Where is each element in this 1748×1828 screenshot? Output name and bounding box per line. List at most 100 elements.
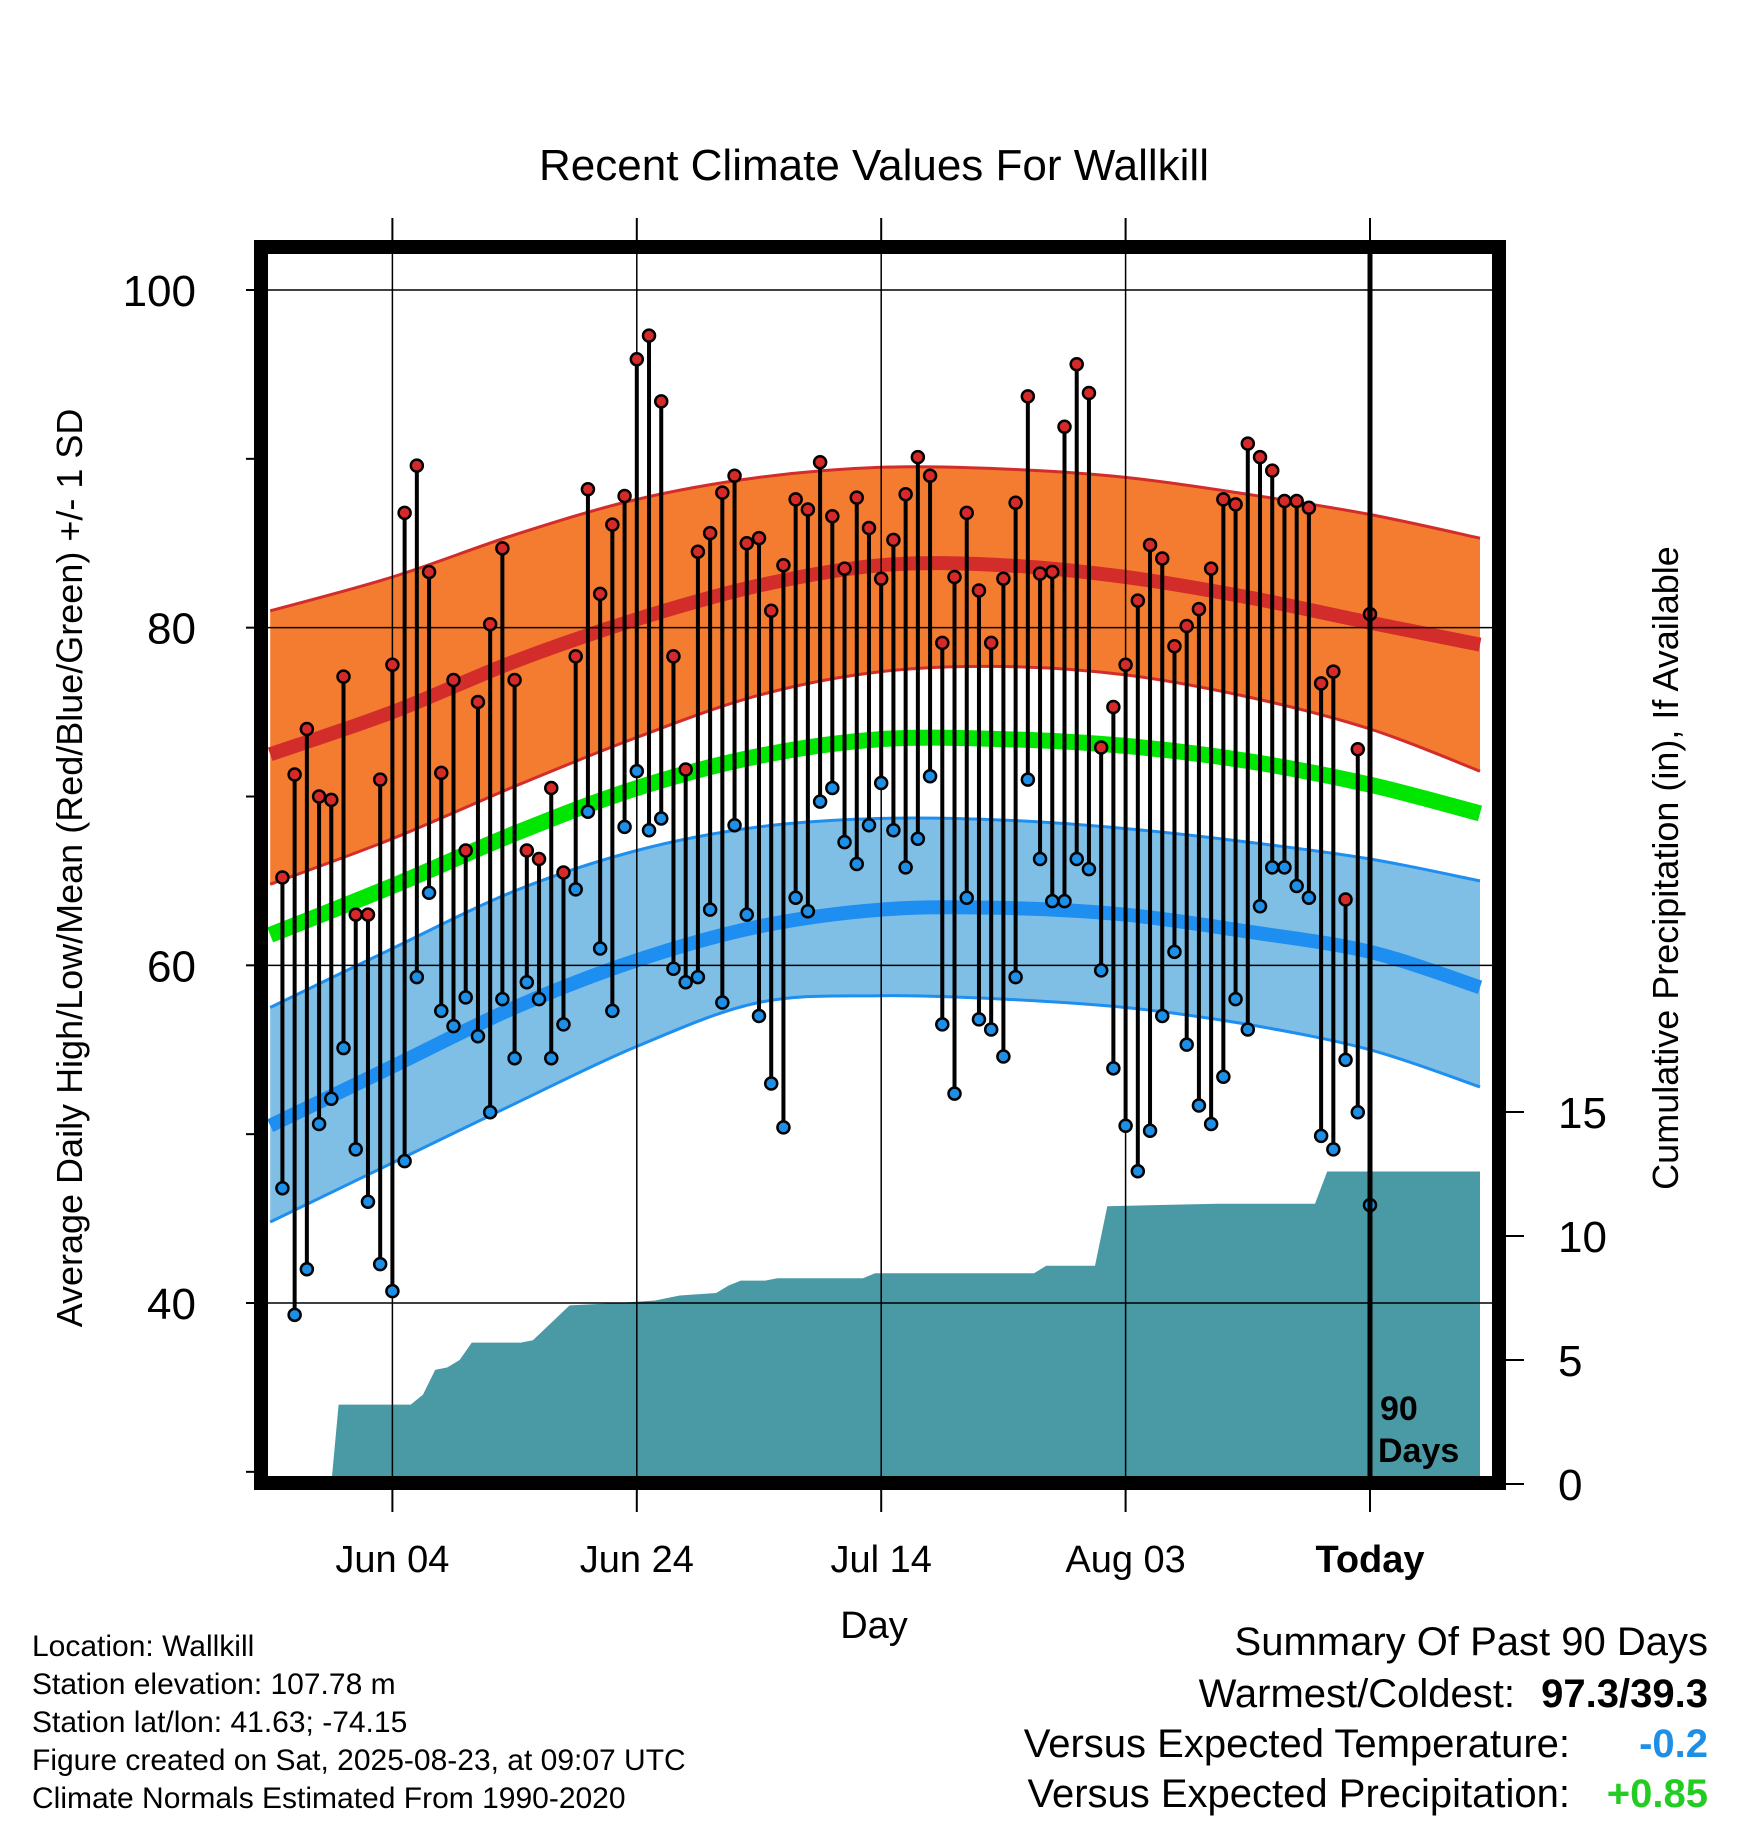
x-tick-label: Today xyxy=(1315,1539,1424,1581)
daily-low-point xyxy=(1155,1008,1170,1024)
daily-high-point xyxy=(470,694,486,710)
daily-high-point xyxy=(1216,492,1231,507)
daily-high-point xyxy=(1228,497,1243,512)
daily-high-point xyxy=(1167,638,1182,654)
daily-high-point xyxy=(788,492,803,507)
daily-high-point xyxy=(275,870,290,885)
daily-high-point xyxy=(1106,699,1121,715)
daily-high-point xyxy=(678,762,693,777)
daily-high-point xyxy=(544,780,559,796)
daily-low-point xyxy=(299,1261,315,1277)
summary-warmest-coldest: Warmest/Coldest: 97.3/39.3 xyxy=(1199,1672,1708,1717)
daily-high-point xyxy=(1277,493,1292,509)
daily-low-point xyxy=(531,991,547,1007)
daily-high-point xyxy=(1045,564,1060,580)
daily-low-point xyxy=(397,1153,412,1169)
high-sd-band xyxy=(270,466,1481,885)
summary-precip-anomaly: Versus Expected Precipitation: +0.85 xyxy=(1027,1772,1708,1817)
daily-high-point xyxy=(397,505,412,521)
warmest-coldest-label: Warmest/Coldest: xyxy=(1198,1672,1515,1716)
daily-low-point xyxy=(495,991,510,1007)
daily-low-point xyxy=(776,1120,791,1135)
daily-low-point xyxy=(800,904,816,919)
daily-low-point xyxy=(1216,1069,1231,1085)
daily-high-point xyxy=(1020,389,1036,404)
daily-stems xyxy=(280,335,1372,1315)
x-axis-label: Day xyxy=(840,1605,908,1647)
daily-low-point xyxy=(1326,1142,1341,1157)
daily-low-point xyxy=(287,1307,302,1323)
daily-high-point xyxy=(1313,676,1329,691)
daily-high-point xyxy=(482,617,498,632)
daily-low-point xyxy=(983,1022,999,1037)
temp-anomaly-label: Versus Expected Temperature: xyxy=(1023,1722,1570,1766)
y2-tick-label: 10 xyxy=(1558,1213,1607,1262)
daily-low-point xyxy=(922,768,938,784)
precip-anomaly-value: +0.85 xyxy=(1606,1772,1708,1816)
daily-high-point xyxy=(446,672,461,688)
daily-low-point xyxy=(336,1040,351,1056)
y-tick-label: 60 xyxy=(147,942,196,991)
daily-high-point xyxy=(1057,419,1072,435)
daily-high-point xyxy=(1179,618,1194,634)
daily-low-point xyxy=(519,974,535,990)
daily-low-point xyxy=(873,775,889,791)
daily-low-point xyxy=(678,974,693,990)
daily-high-point xyxy=(837,561,852,576)
daily-high-point xyxy=(531,851,547,867)
y2-tick-label: 15 xyxy=(1558,1089,1607,1138)
daily-low-point xyxy=(470,1028,486,1044)
daily-low-point xyxy=(275,1180,290,1196)
daily-low-point xyxy=(959,890,974,906)
daily-high-point xyxy=(605,517,620,532)
daily-low-point xyxy=(1106,1061,1121,1076)
daily-low-point xyxy=(1252,898,1268,914)
daily-high-point xyxy=(922,468,938,483)
daily-low-point xyxy=(592,941,608,956)
daily-high-point xyxy=(519,843,535,858)
y2-tick-label: 5 xyxy=(1558,1337,1582,1386)
daily-low-point xyxy=(1167,944,1182,960)
axes: 40 60 80 100 Jun 04 Jun 24 Jul 14 Aug 03 Today 0 5… xyxy=(123,218,1607,1581)
daily-low-point xyxy=(1289,878,1304,894)
daily-points xyxy=(275,328,1378,1323)
daily-high-point xyxy=(1191,601,1207,617)
daily-high-point xyxy=(996,571,1011,586)
daily-high-point xyxy=(959,505,974,521)
daily-high-point xyxy=(592,586,608,602)
daily-low-point xyxy=(421,885,437,900)
daily-high-point xyxy=(324,792,339,808)
daily-low-point xyxy=(1203,1116,1219,1132)
daily-low-point xyxy=(1301,890,1317,906)
daily-low-point xyxy=(788,890,803,906)
daily-high-point xyxy=(690,544,706,559)
daily-high-point xyxy=(434,765,449,781)
daily-low-point xyxy=(568,882,583,897)
daily-low-point xyxy=(348,1142,363,1157)
daily-low-point xyxy=(947,1086,962,1101)
daily-high-point xyxy=(800,502,816,517)
daily-low-point xyxy=(385,1283,400,1299)
chart-title: Recent Climate Values For Wallkill xyxy=(539,141,1209,190)
x-tick-label: Jun 24 xyxy=(580,1539,694,1581)
daily-low-point xyxy=(1032,851,1048,867)
daily-low-point xyxy=(1069,851,1084,867)
daily-low-point xyxy=(311,1116,327,1132)
daily-high-point xyxy=(776,557,791,573)
precip-cumulative-area xyxy=(270,1171,1480,1476)
daily-high-point xyxy=(1081,385,1097,401)
daily-low-point xyxy=(849,856,865,872)
daily-high-point xyxy=(1350,741,1366,757)
daily-high-point xyxy=(495,541,510,556)
daily-low-point xyxy=(666,961,681,976)
daily-high-point xyxy=(861,520,877,536)
daily-high-point xyxy=(873,571,889,586)
daily-low-point xyxy=(751,1008,767,1024)
daily-low-point xyxy=(653,811,669,826)
daily-high-point xyxy=(1252,449,1268,465)
x-tick-label: Jul 14 xyxy=(830,1539,931,1581)
daily-high-point xyxy=(898,487,913,502)
daily-low-point xyxy=(825,780,840,796)
daily-low-point xyxy=(1057,893,1072,909)
